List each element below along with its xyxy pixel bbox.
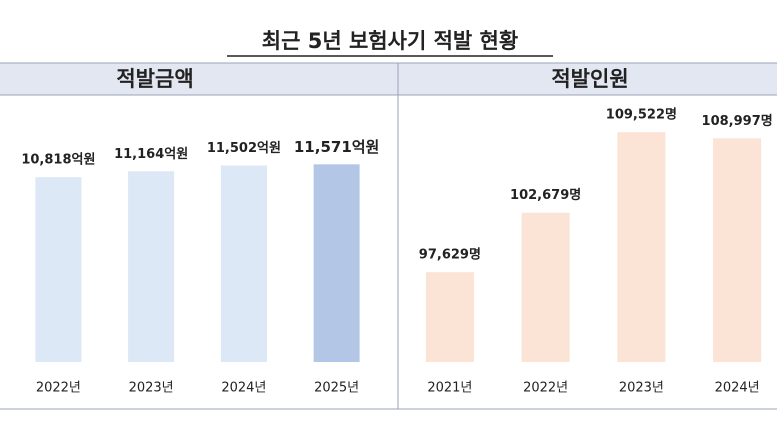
bar (425, 272, 474, 362)
bar (128, 171, 175, 362)
x-tick-label: 2024년 (221, 381, 266, 396)
x-tick-label: 2024년 (715, 381, 760, 396)
data-label: 11,571억원 (294, 138, 379, 156)
x-tick-label: 2023년 (129, 381, 174, 396)
panel-title: 적발인원 (551, 67, 628, 91)
bar (521, 212, 570, 362)
x-tick-label: 2022년 (523, 381, 568, 396)
x-tick-label: 2025년 (314, 381, 359, 396)
bar (713, 138, 762, 362)
bar (313, 164, 360, 362)
data-label: 109,522명 (606, 107, 677, 123)
data-label: 10,818억원 (21, 153, 95, 168)
bar (35, 177, 82, 362)
header-band (0, 63, 777, 95)
data-label: 102,679명 (510, 187, 581, 203)
bar (617, 132, 666, 362)
data-label: 97,629명 (419, 247, 481, 263)
x-tick-label: 2023년 (619, 381, 664, 396)
panel-title: 적발금액 (116, 67, 193, 91)
x-tick-label: 2021년 (427, 381, 472, 396)
x-tick-label: 2022년 (36, 381, 81, 396)
data-label: 11,502억원 (207, 141, 281, 156)
bar (220, 165, 267, 362)
data-label: 11,164억원 (114, 147, 188, 162)
figure-title: 최근 5년 보험사기 적발 현황 (262, 29, 518, 53)
data-label: 108,997명 (702, 113, 773, 129)
